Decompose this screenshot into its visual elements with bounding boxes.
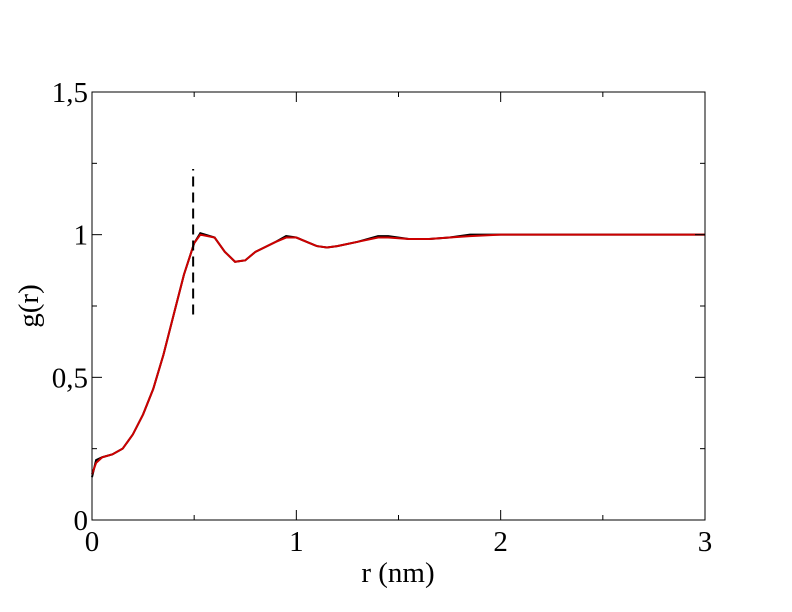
- y-axis-label: g(r): [13, 284, 45, 327]
- y-tick-label: 1: [74, 220, 89, 252]
- x-tick-label: 0: [85, 526, 100, 558]
- data-line: [91, 233, 705, 475]
- y-tick-label: 0,5: [52, 362, 88, 394]
- x-axis-label: r (nm): [361, 557, 434, 589]
- y-tick-label: 0: [74, 505, 89, 537]
- y-tick-label: 1,5: [52, 77, 88, 109]
- x-tick-label: 2: [493, 526, 508, 558]
- x-tick-label: 1: [289, 526, 304, 558]
- x-tick-label: 3: [698, 526, 713, 558]
